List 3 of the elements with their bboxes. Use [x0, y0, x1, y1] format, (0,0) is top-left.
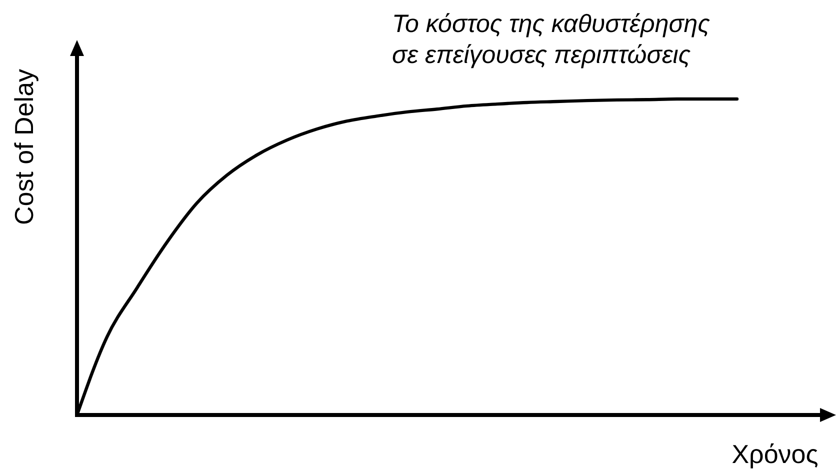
y-axis-title: Cost of Delay — [9, 68, 39, 226]
text: Το κόστος της καθυστέρησης σε επείγουσες περιπτώσεις — [392, 10, 711, 69]
x-axis-title: Χρόνος — [732, 439, 818, 469]
